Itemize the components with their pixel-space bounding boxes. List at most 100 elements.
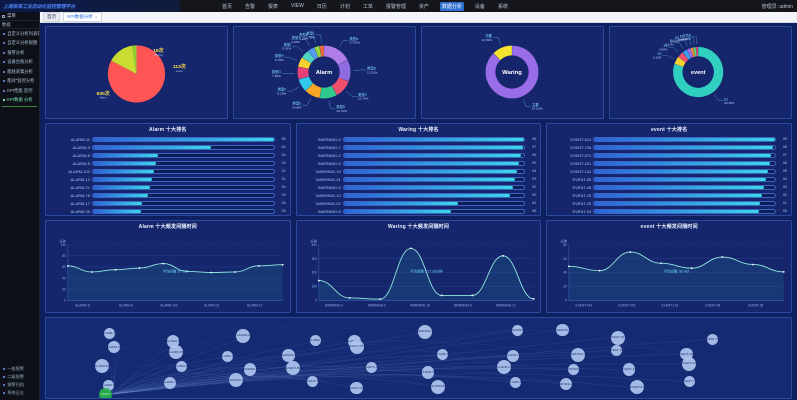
network-node[interactable]: EVENT-94 xyxy=(307,376,318,388)
sidebar-bottom-item-1[interactable]: 二级报警 xyxy=(0,373,39,381)
network-node[interactable]: WARNING-4 xyxy=(418,324,433,339)
network-node[interactable]: WARNING-31 xyxy=(243,363,257,376)
top-nav-item-0[interactable]: 首页 xyxy=(222,3,233,10)
bar-row[interactable]: EVENT-55 94 xyxy=(551,175,787,183)
network-node[interactable]: ALARM-90 xyxy=(103,380,115,392)
bar-row[interactable]: EVENT-073 97 xyxy=(551,151,787,159)
tab-home[interactable]: 首页 xyxy=(43,12,61,22)
network-node[interactable]: WARNING-12 xyxy=(228,373,243,388)
bar-row[interactable]: WARNING-4 98 xyxy=(301,135,536,143)
network-node[interactable]: EVENT-073 xyxy=(350,339,365,354)
network-node[interactable]: WARNING-2 xyxy=(556,323,569,337)
sidebar-item-6[interactable]: KPI性能 监控 xyxy=(0,86,39,96)
sidebar-header[interactable]: 菜单 xyxy=(0,12,39,21)
network-node[interactable]: EVENT-231 xyxy=(611,344,623,356)
network-node[interactable]: EVENT-55 xyxy=(286,361,301,376)
bar-row[interactable]: ALARM-5 33 xyxy=(50,159,286,167)
sidebar-item-1[interactable]: 自定义分析视图 xyxy=(0,39,39,49)
sidebar-item-0[interactable]: 自定义分析列表管理 xyxy=(0,29,39,39)
bar-row[interactable]: ALARM-17 26 xyxy=(50,199,286,207)
bar-row[interactable]: WARNING-9 95 xyxy=(301,159,536,167)
network-node[interactable]: ALARM-44 xyxy=(176,361,187,373)
network-node[interactable]: ALARM-27 xyxy=(497,360,512,374)
bar-row[interactable]: EVENT-102 95 xyxy=(551,167,787,175)
network-graph[interactable]: ALARM-11ALARM-3ALARM-8ALARM-5ALARM-102WA… xyxy=(46,318,791,398)
sidebar-bottom-item-3[interactable]: 系统日志 xyxy=(0,389,39,397)
bar-row[interactable]: EVENT-48 93 xyxy=(551,183,787,191)
bar-row[interactable]: ALARM-78 29 xyxy=(50,191,286,199)
bar-row[interactable]: EVENT-26 91 xyxy=(551,199,787,207)
sidebar-item-4[interactable]: 能耗采集分析 xyxy=(0,67,39,77)
network-node[interactable]: ALARM-71 xyxy=(163,376,177,390)
bar-row[interactable]: ALARM-3 62 xyxy=(50,143,286,151)
network-node[interactable]: ALARM-5 xyxy=(310,334,322,346)
bar-row[interactable]: WARNING-22 62 xyxy=(301,199,536,207)
network-node[interactable]: ALARM-21 xyxy=(107,340,121,354)
network-node[interactable]: WARNING-7 xyxy=(511,324,523,336)
bar-row[interactable]: EVENT-231 96 xyxy=(551,159,787,167)
bar-row[interactable]: WARNING-2 96 xyxy=(301,151,536,159)
network-node[interactable]: ALARM-39 xyxy=(436,349,448,361)
network-node[interactable]: WARNING-15 xyxy=(570,347,585,362)
bar-row[interactable]: ALARM-8 34 xyxy=(50,151,286,159)
svg-text:分钟: 分钟 xyxy=(310,239,316,244)
network-node[interactable]: EVENT-33 xyxy=(350,381,363,395)
top-nav-item-6[interactable]: 工单 xyxy=(362,3,373,10)
network-node[interactable]: EVENT-706 xyxy=(707,333,719,345)
network-node[interactable]: ALARM-56 xyxy=(94,359,109,374)
network-node[interactable]: ALARM-17 xyxy=(221,351,233,363)
bar-row[interactable]: EVENT-19 92 xyxy=(551,191,787,199)
bar-row[interactable]: EVENT-94 90 xyxy=(551,207,787,215)
network-node[interactable]: WARNING-9 xyxy=(282,349,295,362)
network-node[interactable]: EVENT-77 xyxy=(683,376,695,388)
sidebar-item-3[interactable]: 设备台账分析 xyxy=(0,58,39,68)
top-nav-item-9[interactable]: 数据分析 xyxy=(439,1,464,11)
network-node[interactable]: ALARM-11 xyxy=(103,327,115,339)
sidebar-bottom-item-0[interactable]: 一般报警 xyxy=(0,365,39,373)
top-nav-item-3[interactable]: VIEW xyxy=(291,3,304,9)
bar-row[interactable]: ALARM-39 25 xyxy=(50,207,286,215)
network-root-node[interactable]: ROOT xyxy=(99,387,113,398)
network-node[interactable]: ALARM-12 xyxy=(506,349,520,363)
bar-row[interactable]: WARNING-8 58 xyxy=(301,207,536,215)
bar-row[interactable]: ALARM-102 32 xyxy=(50,167,286,175)
network-node[interactable]: WARNING-6 xyxy=(568,364,580,376)
network-node[interactable]: EVENT-014 xyxy=(610,330,625,345)
network-node[interactable]: ALARM-19 xyxy=(509,376,521,388)
network-node[interactable]: ALARM-78 xyxy=(168,345,183,360)
bar-row[interactable]: ALARM-12 31 xyxy=(50,175,286,183)
bar-row[interactable]: EVENT-706 98 xyxy=(551,143,787,151)
bar-row[interactable]: ALARM-21 30 xyxy=(50,183,286,191)
network-node[interactable]: EVENT-61 xyxy=(629,380,644,395)
bar-row[interactable]: EVENT-014 99 xyxy=(551,135,787,143)
sidebar-item-2[interactable]: 报警分析 xyxy=(0,48,39,58)
network-node[interactable]: WARNING-22 xyxy=(559,377,573,391)
bar-row[interactable]: WARNING-7 97 xyxy=(301,143,536,151)
bar-row[interactable]: WARNING-15 94 xyxy=(301,167,536,175)
bar-row[interactable]: WARNING-31 93 xyxy=(301,175,536,183)
sidebar-item-7[interactable]: KPI数据 分析 xyxy=(0,96,39,106)
close-icon[interactable]: × xyxy=(94,14,98,20)
top-nav-item-10[interactable]: 设备 xyxy=(474,3,485,10)
tab-kpi-analysis[interactable]: KPI数据分析 × xyxy=(63,12,102,22)
bar-row[interactable]: WARNING-12 90 xyxy=(301,191,536,199)
network-node[interactable]: EVENT-48 xyxy=(366,362,378,374)
top-nav-item-8[interactable]: 资产 xyxy=(418,3,429,10)
top-nav-item-2[interactable]: 报表 xyxy=(268,3,279,10)
top-nav-item-5[interactable]: 计划 xyxy=(339,3,350,10)
top-nav-item-7[interactable]: 报警管理 xyxy=(385,3,406,10)
top-nav-item-1[interactable]: 告警 xyxy=(245,3,256,10)
network-node[interactable]: EVENT-19 xyxy=(622,363,636,376)
network-node[interactable]: ALARM-3 xyxy=(166,335,180,348)
network-node[interactable]: ALARM-63 xyxy=(421,366,435,379)
network-node[interactable]: ALARM-82 xyxy=(431,379,446,394)
top-nav-item-11[interactable]: 系统 xyxy=(497,3,508,10)
sidebar-item-5[interactable]: 能效"监控分析 xyxy=(0,77,39,87)
sidebar-bottom-item-2[interactable]: 报警归档 xyxy=(0,381,39,389)
network-node[interactable]: EVENT-26 xyxy=(682,356,697,371)
user-label[interactable]: 管理员: admin xyxy=(761,3,793,10)
bar-row[interactable]: WARNING-6 92 xyxy=(301,183,536,191)
top-nav-item-4[interactable]: 日历 xyxy=(316,3,327,10)
bar-row[interactable]: ALARM-11 95 xyxy=(50,135,286,143)
network-node[interactable]: ALARM-8 xyxy=(236,328,251,343)
